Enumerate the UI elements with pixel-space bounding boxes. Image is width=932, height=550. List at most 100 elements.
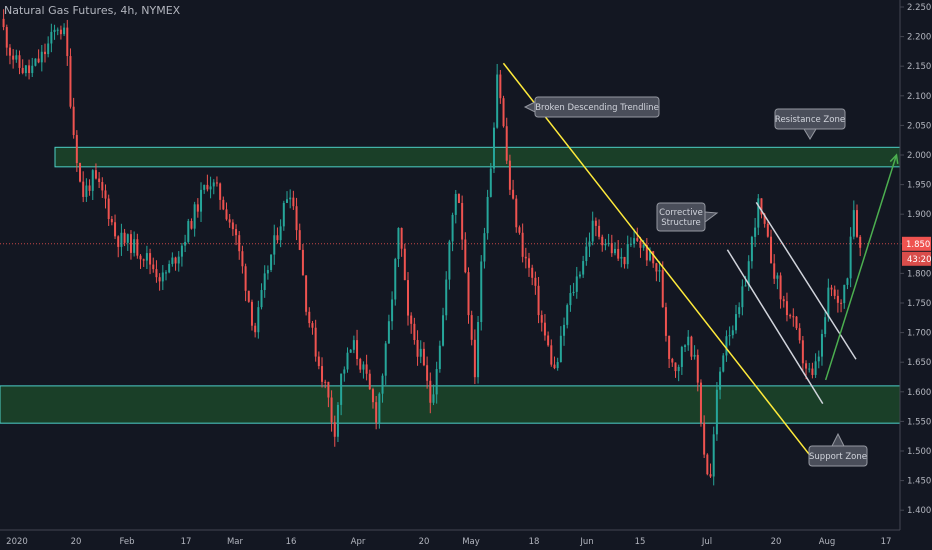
candle-body (133, 239, 136, 253)
candle-body (690, 336, 693, 357)
candle-body (578, 274, 581, 277)
candle-body (575, 276, 578, 292)
candle-body (728, 335, 731, 337)
candle-body (422, 348, 425, 366)
candle-body (340, 373, 343, 405)
candle-body (601, 236, 604, 246)
candle-body (381, 375, 384, 394)
candle-body (180, 245, 183, 257)
candle-body (524, 256, 527, 259)
candle-body (123, 232, 126, 243)
candle-body (152, 264, 155, 270)
candle-body (833, 289, 836, 296)
candle-body (368, 373, 371, 390)
candle-body (502, 98, 505, 127)
y-tick-label: 1.750 (907, 299, 931, 309)
candle-body (585, 246, 588, 262)
candle-body (779, 275, 782, 300)
candle-body (276, 235, 279, 241)
candle-body (321, 366, 324, 382)
candle-body (184, 241, 187, 246)
candle-body (94, 170, 97, 179)
candle-body (508, 160, 511, 190)
projection-arrow-head (889, 153, 899, 165)
candle-body (607, 243, 610, 245)
candle-body (145, 253, 148, 261)
candle-body (139, 255, 142, 260)
candle-body (836, 295, 839, 303)
candle-body (461, 202, 464, 240)
candle-body (98, 178, 101, 183)
candle-body (473, 339, 476, 378)
price-badge (902, 236, 931, 251)
candle-body (50, 31, 53, 44)
candle-body (285, 199, 288, 203)
candle-body (225, 209, 228, 220)
candle-body (365, 364, 368, 374)
candle-body (477, 322, 480, 378)
callout-broken-trendline: Broken Descending Trendline (523, 96, 660, 118)
candle-body (604, 243, 607, 246)
candle-body (407, 280, 410, 316)
countdown-badge (902, 251, 931, 266)
candle-body (496, 74, 499, 128)
callout-support-zone: Support Zone (808, 432, 868, 467)
candle-body (222, 199, 225, 210)
candle-body (846, 278, 849, 285)
candle-body (362, 364, 365, 370)
candle-body (203, 184, 206, 190)
candle-body (403, 248, 406, 281)
candle-body (400, 227, 403, 249)
candle-body (327, 381, 330, 398)
candle-body (855, 210, 858, 237)
candle-body (79, 163, 82, 182)
candle-body (235, 229, 238, 236)
y-tick-label: 1.400 (907, 506, 931, 516)
candle-body (553, 364, 556, 369)
candle-body (623, 256, 626, 265)
candle-body (588, 241, 591, 247)
candle-body (445, 279, 448, 316)
candle-body (314, 327, 317, 357)
candle-body (706, 454, 709, 475)
candle-body (155, 269, 158, 278)
candle-body (719, 371, 722, 390)
candle-body (792, 316, 795, 318)
candle-body (457, 193, 460, 203)
candle-body (610, 243, 613, 254)
candle-body (21, 67, 24, 74)
candle-body (82, 181, 85, 197)
y-tick-label: 1.500 (907, 447, 931, 457)
candle-body (2, 18, 5, 28)
candle-body (426, 365, 429, 381)
candle-body (416, 340, 419, 357)
candle-body (808, 368, 811, 370)
candle-body (684, 345, 687, 347)
candle-body (59, 29, 62, 35)
callout-label: Support Zone (809, 452, 867, 462)
candle-body (228, 219, 231, 223)
callout-pointer (831, 432, 845, 447)
candle-body (598, 225, 601, 237)
y-tick-label: 2.250 (907, 3, 931, 13)
y-tick-label: 1.950 (907, 181, 931, 191)
candle-body (120, 232, 123, 247)
callout-pointer (803, 128, 817, 140)
candle-body (18, 55, 21, 68)
candle-body (712, 434, 715, 477)
candle-body (247, 290, 250, 302)
candle-body (674, 362, 677, 372)
callout-pointer (523, 101, 536, 113)
candle-body (117, 236, 120, 247)
candle-body (168, 263, 171, 273)
candle-body (747, 261, 750, 286)
candle-body (91, 170, 94, 191)
candle-body (639, 240, 642, 248)
candle-body (547, 335, 550, 346)
candle-body (177, 256, 180, 264)
price-badge-label: 1.850 (906, 240, 930, 250)
candle-body (114, 222, 117, 237)
candle-body (343, 369, 346, 374)
callout-resistance-zone: Resistance Zone (774, 108, 846, 140)
